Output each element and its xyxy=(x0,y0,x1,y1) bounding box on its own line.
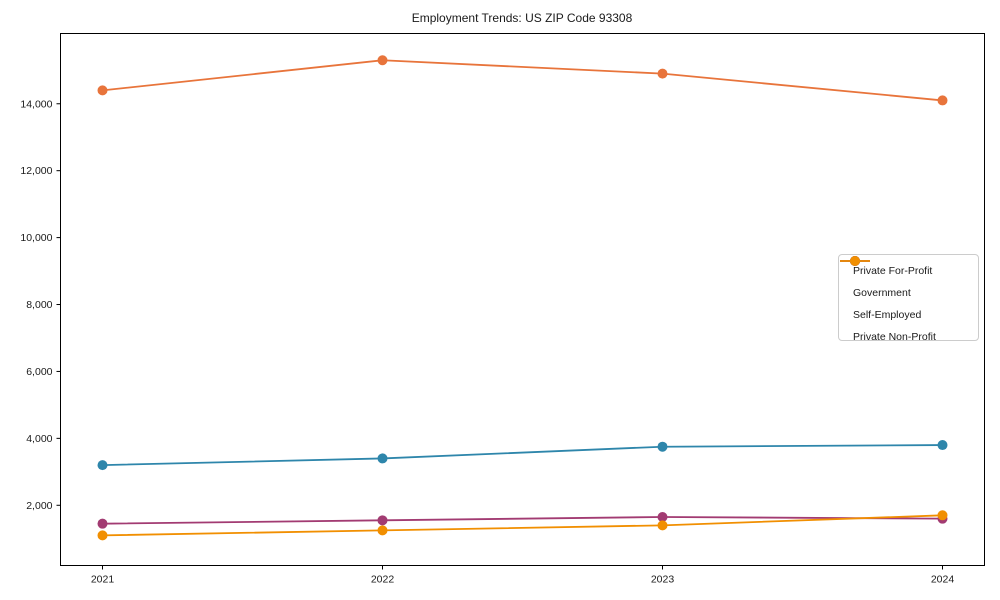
axes-spines xyxy=(60,33,985,566)
legend-label: Self-Employed xyxy=(853,309,922,321)
legend-label: Private For-Profit xyxy=(853,265,933,277)
series-marker-self-employed xyxy=(377,515,388,526)
series-line-private-non-profit xyxy=(101,514,944,537)
chart-title: Employment Trends: US ZIP Code 93308 xyxy=(412,11,633,25)
y-tick-label: 14,000 xyxy=(20,98,52,110)
x-tick-label: 2024 xyxy=(931,574,955,586)
plot-area: 2,000 4,000 6,000 8,000 10,000 12,000 14,000 20… xyxy=(20,33,985,586)
x-tick-label: 2023 xyxy=(651,574,675,586)
y-tick-label: 4,000 xyxy=(26,433,52,445)
series-marker-private-for-profit xyxy=(97,85,108,96)
legend-label: Private Non-Profit xyxy=(853,331,936,343)
series-marker-private-non-profit xyxy=(657,520,668,531)
series-marker-private-non-profit xyxy=(937,510,948,521)
series-marker-government xyxy=(657,441,668,452)
series-line-government xyxy=(101,444,944,467)
y-tick-label: 2,000 xyxy=(26,500,52,512)
series-marker-self-employed xyxy=(97,518,108,529)
y-tick-label: 8,000 xyxy=(26,299,52,311)
series-marker-private-for-profit xyxy=(377,55,388,66)
y-tick-label: 6,000 xyxy=(26,366,52,378)
series-marker-private-non-profit xyxy=(97,530,108,541)
legend-marker-icon xyxy=(840,256,870,266)
series-marker-private-for-profit xyxy=(657,68,668,79)
legend-item-self-employed: Self-Employed xyxy=(839,256,978,326)
series-marker-government xyxy=(937,440,948,451)
legend-label: Government xyxy=(853,287,911,299)
x-tick-label: 2022 xyxy=(371,574,395,586)
series-line-self-employed xyxy=(101,516,944,525)
series-marker-government xyxy=(377,453,388,464)
series-line-private-for-profit xyxy=(101,59,944,102)
x-tick-label: 2021 xyxy=(91,574,115,586)
legend-item-private-non-profit: Private Non-Profit xyxy=(839,256,978,348)
y-tick-label: 10,000 xyxy=(20,232,52,244)
y-tick-label: 12,000 xyxy=(20,165,52,177)
series-marker-private-non-profit xyxy=(377,525,388,536)
series-marker-government xyxy=(97,460,108,471)
series-marker-private-for-profit xyxy=(937,95,948,106)
series-marker-self-employed xyxy=(657,511,668,522)
legend: Private For-Profit Government Self-Employe… xyxy=(838,254,979,343)
legend-item-government: Government xyxy=(839,256,978,304)
